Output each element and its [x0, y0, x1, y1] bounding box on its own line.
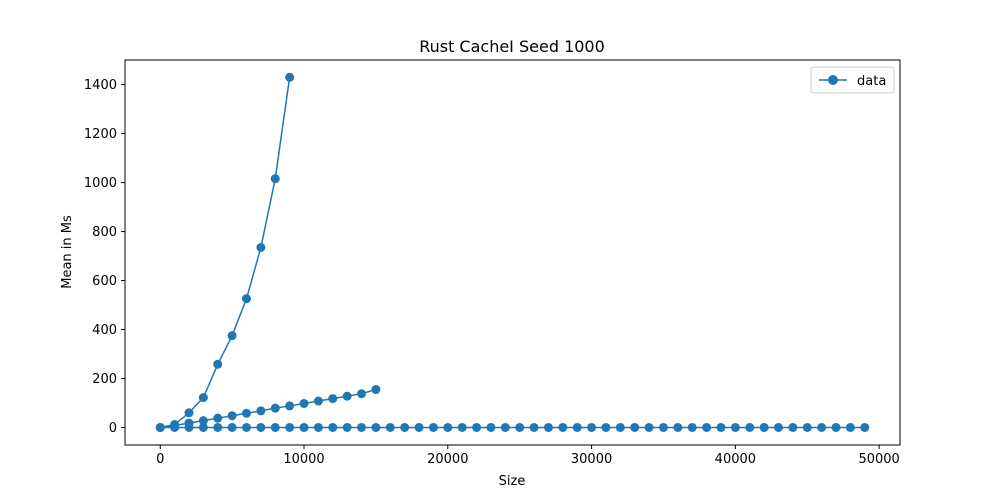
data-point	[371, 385, 380, 394]
data-point	[702, 423, 711, 432]
data-point	[774, 423, 783, 432]
y-tick-label: 1400	[84, 78, 117, 93]
data-point	[256, 243, 265, 252]
data-point	[228, 423, 237, 432]
data-point	[328, 394, 337, 403]
data-point	[285, 73, 294, 82]
y-tick-label: 0	[109, 421, 117, 436]
data-point	[587, 423, 596, 432]
data-point	[170, 423, 179, 432]
data-point	[271, 404, 280, 413]
y-tick-label: 600	[92, 274, 117, 289]
data-point	[415, 423, 424, 432]
data-point	[788, 423, 797, 432]
y-tick-label: 1200	[84, 127, 117, 142]
legend: data	[811, 67, 894, 93]
data-point	[156, 423, 165, 432]
data-point	[645, 423, 654, 432]
y-tick-label: 200	[92, 372, 117, 387]
data-point	[630, 423, 639, 432]
data-point	[300, 423, 309, 432]
data-point	[357, 423, 366, 432]
data-point	[429, 423, 438, 432]
x-tick-label: 0	[156, 452, 164, 467]
data-point	[558, 423, 567, 432]
x-tick-label: 30000	[571, 452, 612, 467]
data-point	[184, 423, 193, 432]
data-point	[343, 392, 352, 401]
data-point	[213, 423, 222, 432]
data-point	[400, 423, 409, 432]
data-point	[386, 423, 395, 432]
chart-title: Rust CacheI Seed 1000	[419, 37, 605, 56]
data-point	[458, 423, 467, 432]
legend-marker-swatch	[828, 75, 838, 85]
data-point	[371, 423, 380, 432]
data-point	[601, 423, 610, 432]
data-point	[343, 423, 352, 432]
data-point	[832, 423, 841, 432]
data-point	[443, 423, 452, 432]
data-point	[573, 423, 582, 432]
data-point	[760, 423, 769, 432]
data-point	[530, 423, 539, 432]
data-point	[803, 423, 812, 432]
data-point	[285, 423, 294, 432]
y-tick-label: 400	[92, 323, 117, 338]
x-tick-label: 40000	[715, 452, 756, 467]
data-point	[213, 360, 222, 369]
data-point	[285, 401, 294, 410]
data-point	[300, 399, 309, 408]
data-point	[228, 411, 237, 420]
x-tick-label: 20000	[427, 452, 468, 467]
data-point	[846, 423, 855, 432]
y-axis-label: Mean in Ms	[60, 215, 75, 289]
legend-label: data	[857, 74, 886, 89]
data-point	[213, 414, 222, 423]
data-point	[271, 423, 280, 432]
data-point	[242, 423, 251, 432]
data-point	[544, 423, 553, 432]
data-point	[184, 408, 193, 417]
data-point	[256, 406, 265, 415]
data-point	[242, 409, 251, 418]
y-tick-label: 1000	[84, 176, 117, 191]
data-point	[486, 423, 495, 432]
data-point	[745, 423, 754, 432]
data-point	[659, 423, 668, 432]
data-point	[256, 423, 265, 432]
data-point	[616, 423, 625, 432]
x-tick-label: 10000	[283, 452, 324, 467]
y-tick-label: 800	[92, 225, 117, 240]
data-point	[817, 423, 826, 432]
data-point	[228, 331, 237, 340]
data-point	[314, 397, 323, 406]
data-point	[357, 389, 366, 398]
data-point	[860, 423, 869, 432]
data-point	[242, 294, 251, 303]
data-point	[716, 423, 725, 432]
data-point	[271, 174, 280, 183]
data-point	[688, 423, 697, 432]
data-point	[501, 423, 510, 432]
data-point	[199, 423, 208, 432]
x-tick-label: 50000	[858, 452, 899, 467]
data-point	[731, 423, 740, 432]
data-point	[314, 423, 323, 432]
data-point	[515, 423, 524, 432]
x-axis-label: Size	[499, 474, 526, 489]
data-point	[472, 423, 481, 432]
data-point	[328, 423, 337, 432]
data-point	[673, 423, 682, 432]
data-point	[199, 393, 208, 402]
